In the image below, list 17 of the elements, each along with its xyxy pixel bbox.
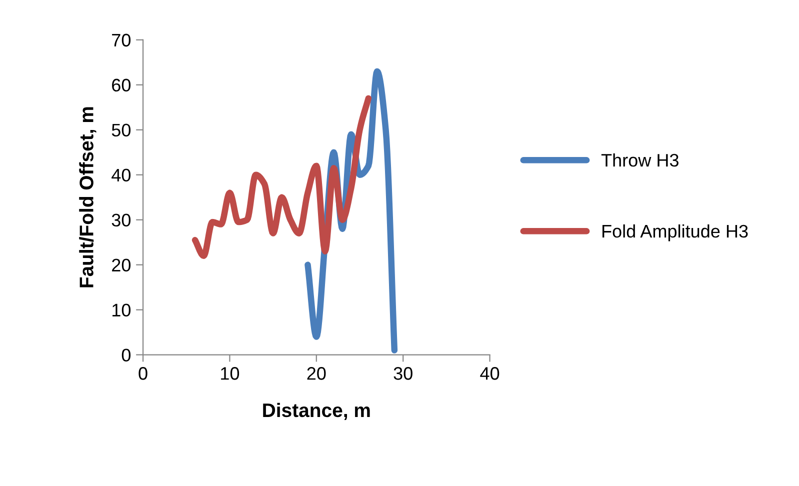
y-tick-label: 30 [112,214,131,227]
legend-label: Fold Amplitude H3 [602,224,748,242]
x-tick-label: 40 [480,367,500,380]
x-tick-label: 10 [221,367,240,380]
y-tick-label: 60 [112,78,131,92]
y-axis-title: Fault/Fold Offset, m [79,107,96,288]
y-tick-label: 40 [112,168,131,182]
y-tick-label: 70 [112,34,131,47]
x-tick-label: 20 [307,367,326,380]
legend-label: Throw H3 [601,153,678,167]
y-tick-label: 0 [122,348,131,362]
y-tick-label: 10 [112,304,131,317]
y-tick-label: 20 [112,258,131,272]
x-tick-label: 30 [394,367,412,380]
x-axis-title: Distance, m [263,402,370,420]
y-tick-label: 50 [112,124,131,137]
x-tick-label: 0 [138,367,148,380]
